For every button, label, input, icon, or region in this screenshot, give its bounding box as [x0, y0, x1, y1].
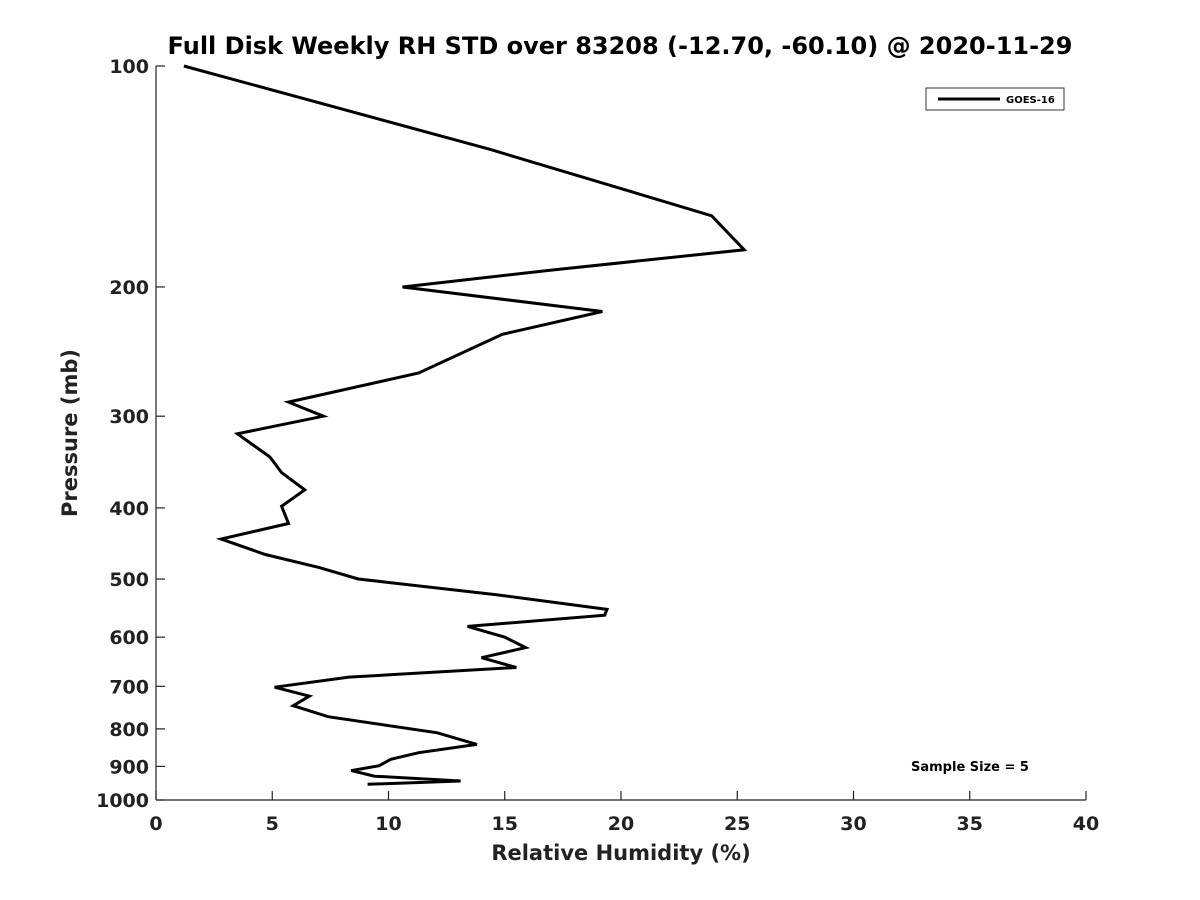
y-tick-label: 700 [109, 676, 149, 698]
y-tick-label: 500 [109, 569, 149, 591]
x-tick-label: 20 [608, 813, 634, 835]
y-tick-label: 100 [109, 56, 149, 78]
x-tick-label: 0 [149, 813, 162, 835]
x-tick-label: 30 [840, 813, 866, 835]
legend-label: GOES-16 [1006, 95, 1055, 106]
x-axis-label: Relative Humidity (%) [491, 841, 750, 865]
y-tick-label: 900 [109, 756, 149, 778]
y-tick-label: 300 [109, 406, 149, 428]
x-tick-label: 40 [1073, 813, 1099, 835]
x-tick-label: 10 [375, 813, 401, 835]
y-tick-label: 400 [109, 498, 149, 520]
legend: GOES-16 [925, 87, 1065, 111]
x-tick-label: 35 [957, 813, 983, 835]
y-tick-label: 800 [109, 719, 149, 741]
y-tick-label: 600 [109, 627, 149, 649]
series-group [183, 64, 748, 786]
series-line-goes-16 [183, 64, 748, 786]
y-tick-label: 200 [109, 277, 149, 299]
x-tick-label: 5 [266, 813, 279, 835]
y-axis-label: Pressure (mb) [58, 349, 82, 517]
x-ticks: 0 5 10 15 20 25 30 35 40 [149, 791, 1099, 835]
chart-title: Full Disk Weekly RH STD over 83208 (-12.… [168, 32, 1073, 60]
y-tick-label: 1000 [96, 790, 149, 812]
x-tick-label: 15 [492, 813, 518, 835]
x-tick-label: 25 [724, 813, 750, 835]
y-ticks: 100 200 300 400 500 600 700 800 900 1000 [96, 56, 165, 812]
sample-size-annotation: Sample Size = 5 [911, 760, 1029, 775]
